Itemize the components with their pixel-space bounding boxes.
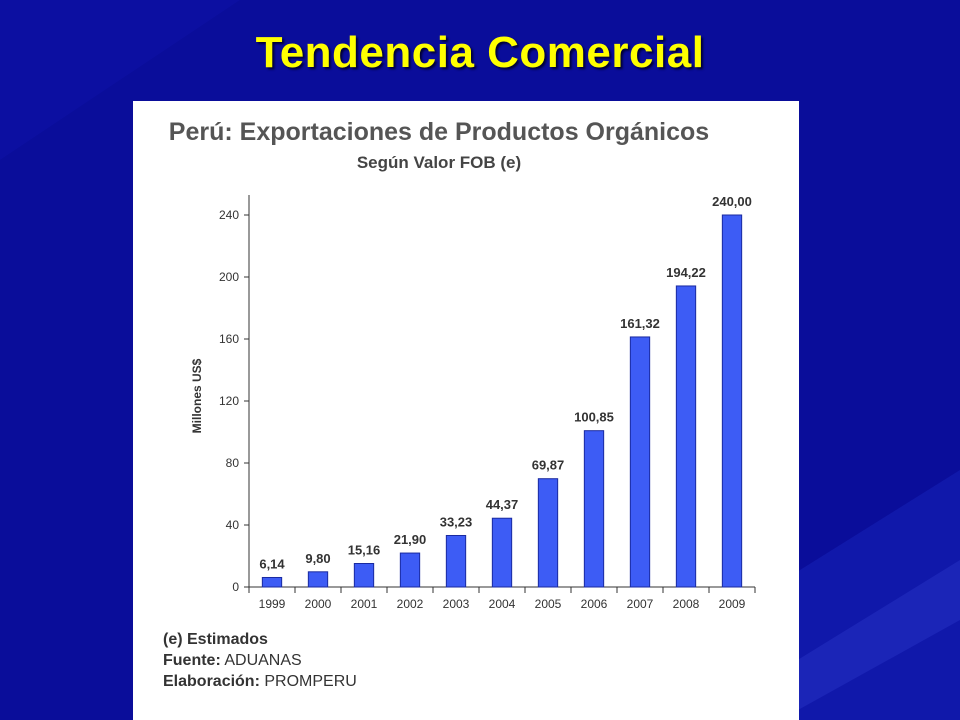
- slide-title: Tendencia Comercial: [255, 28, 705, 77]
- data-label-2000: 9,80: [305, 551, 330, 566]
- data-label-2007: 161,32: [620, 316, 660, 331]
- data-label-2002: 21,90: [394, 532, 427, 547]
- data-label-2001: 15,16: [348, 543, 381, 558]
- x-tick-label-2008: 2008: [673, 597, 700, 611]
- y-tick-label: 240: [219, 208, 239, 222]
- x-tick-label-2002: 2002: [397, 597, 424, 611]
- x-tick-label-2001: 2001: [351, 597, 378, 611]
- y-tick-label: 0: [232, 580, 239, 594]
- x-tick-label-2005: 2005: [535, 597, 562, 611]
- bar-2006: [583, 430, 605, 588]
- chart-panel: Perú: Exportaciones de Productos Orgánic…: [133, 101, 799, 720]
- bar-2003: [445, 534, 467, 588]
- data-label-2004: 44,37: [486, 497, 519, 512]
- data-label-1999: 6,14: [259, 556, 285, 571]
- data-label-2005: 69,87: [532, 458, 565, 473]
- chart-title: Perú: Exportaciones de Productos Orgánic…: [168, 118, 710, 146]
- x-tick-label-2000: 2000: [305, 597, 332, 611]
- y-tick-label: 200: [219, 270, 239, 284]
- note-elaboracion: Elaboración: PROMPERU: [163, 673, 357, 690]
- y-tick-label: 160: [219, 332, 239, 346]
- note-estimados: (e) Estimados: [163, 631, 268, 648]
- y-tick-label: 80: [226, 456, 240, 470]
- data-label-2009: 240,00: [712, 194, 752, 209]
- bars: 6,14 1999 9,80 2000 15,16 2001 21,90 2002 33,23 2…: [259, 194, 752, 611]
- x-tick-label-2009: 2009: [719, 597, 746, 611]
- bar-2002: [399, 552, 421, 588]
- bar-2007: [629, 336, 651, 588]
- bar-2000: [307, 571, 329, 588]
- x-tick-label-1999: 1999: [259, 597, 286, 611]
- note-fuente: Fuente: ADUANAS: [163, 652, 302, 669]
- bar-2008: [675, 285, 697, 588]
- bar-chart: Millones US$ 0 40 80 120 160 200 240 6,14 1999 9…: [190, 194, 756, 611]
- y-tick-label: 120: [219, 394, 239, 408]
- x-tick-label-2007: 2007: [627, 597, 654, 611]
- data-label-2003: 33,23: [440, 514, 473, 529]
- data-label-2008: 194,22: [666, 265, 706, 280]
- axes: 0 40 80 120 160 200 240: [219, 195, 756, 594]
- bar-2005: [537, 478, 559, 588]
- bar-1999: [261, 576, 283, 588]
- y-axis-label: Millones US$: [190, 358, 204, 433]
- chart-notes: (e) Estimados Fuente: ADUANAS Elaboració…: [163, 629, 357, 692]
- bar-2004: [491, 517, 513, 588]
- bar-2009: [721, 214, 743, 588]
- chart-subtitle: Según Valor FOB (e): [356, 153, 522, 172]
- y-tick-label: 40: [226, 518, 240, 532]
- data-label-2006: 100,85: [574, 410, 614, 425]
- x-tick-label-2004: 2004: [489, 597, 516, 611]
- bar-2001: [353, 563, 375, 588]
- x-tick-label-2003: 2003: [443, 597, 470, 611]
- x-tick-label-2006: 2006: [581, 597, 608, 611]
